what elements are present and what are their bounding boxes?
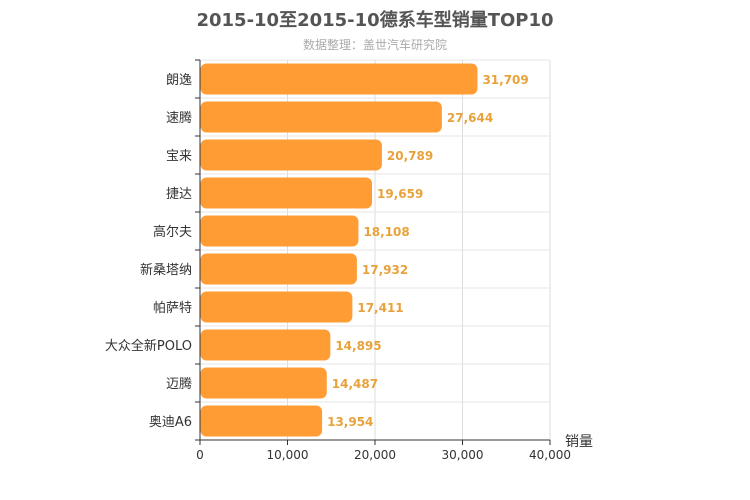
x-tick-label: 0 xyxy=(196,448,204,462)
x-tick-label: 10,000 xyxy=(267,448,309,462)
bar-value-label: 27,644 xyxy=(447,111,493,125)
bar-value-label: 20,789 xyxy=(387,149,433,163)
bar-value-label: 31,709 xyxy=(482,73,528,87)
category-label: 捷达 xyxy=(166,187,192,202)
x-tick-label: 30,000 xyxy=(442,448,484,462)
bar-value-label: 14,895 xyxy=(335,339,381,353)
bar xyxy=(200,291,353,323)
bar-value-label: 13,954 xyxy=(327,415,373,429)
bar xyxy=(200,177,373,209)
category-label: 速腾 xyxy=(166,110,192,126)
bar xyxy=(200,63,478,95)
bar xyxy=(200,405,323,437)
bar xyxy=(200,329,331,361)
bar-value-label: 17,411 xyxy=(357,301,403,315)
bar xyxy=(200,215,359,247)
bar-value-label: 19,659 xyxy=(377,187,423,201)
category-label: 帕萨特 xyxy=(153,301,192,316)
bar xyxy=(200,253,357,285)
category-label: 奥迪A6 xyxy=(149,415,192,430)
x-tick-label: 40,000 xyxy=(529,448,571,462)
x-axis-title: 销量 xyxy=(565,434,593,450)
bar xyxy=(200,367,327,399)
bar-value-label: 14,487 xyxy=(332,377,378,391)
bar xyxy=(200,101,442,133)
category-label: 宝来 xyxy=(166,149,192,164)
bar xyxy=(200,139,382,171)
category-label: 大众全新POLO xyxy=(105,338,192,354)
bar-value-label: 17,932 xyxy=(362,263,408,277)
chart-subtitle: 数据整理：盖世汽车研究院 xyxy=(302,38,447,52)
x-tick-label: 20,000 xyxy=(354,448,396,462)
chart-title: 2015-10至2015-10德系车型销量TOP10 xyxy=(196,10,554,31)
category-label: 高尔夫 xyxy=(153,224,192,240)
category-label: 朗逸 xyxy=(166,73,192,88)
category-label: 新桑塔纳 xyxy=(140,262,192,278)
bar-value-label: 18,108 xyxy=(363,225,409,239)
category-label: 迈腾 xyxy=(166,376,192,392)
